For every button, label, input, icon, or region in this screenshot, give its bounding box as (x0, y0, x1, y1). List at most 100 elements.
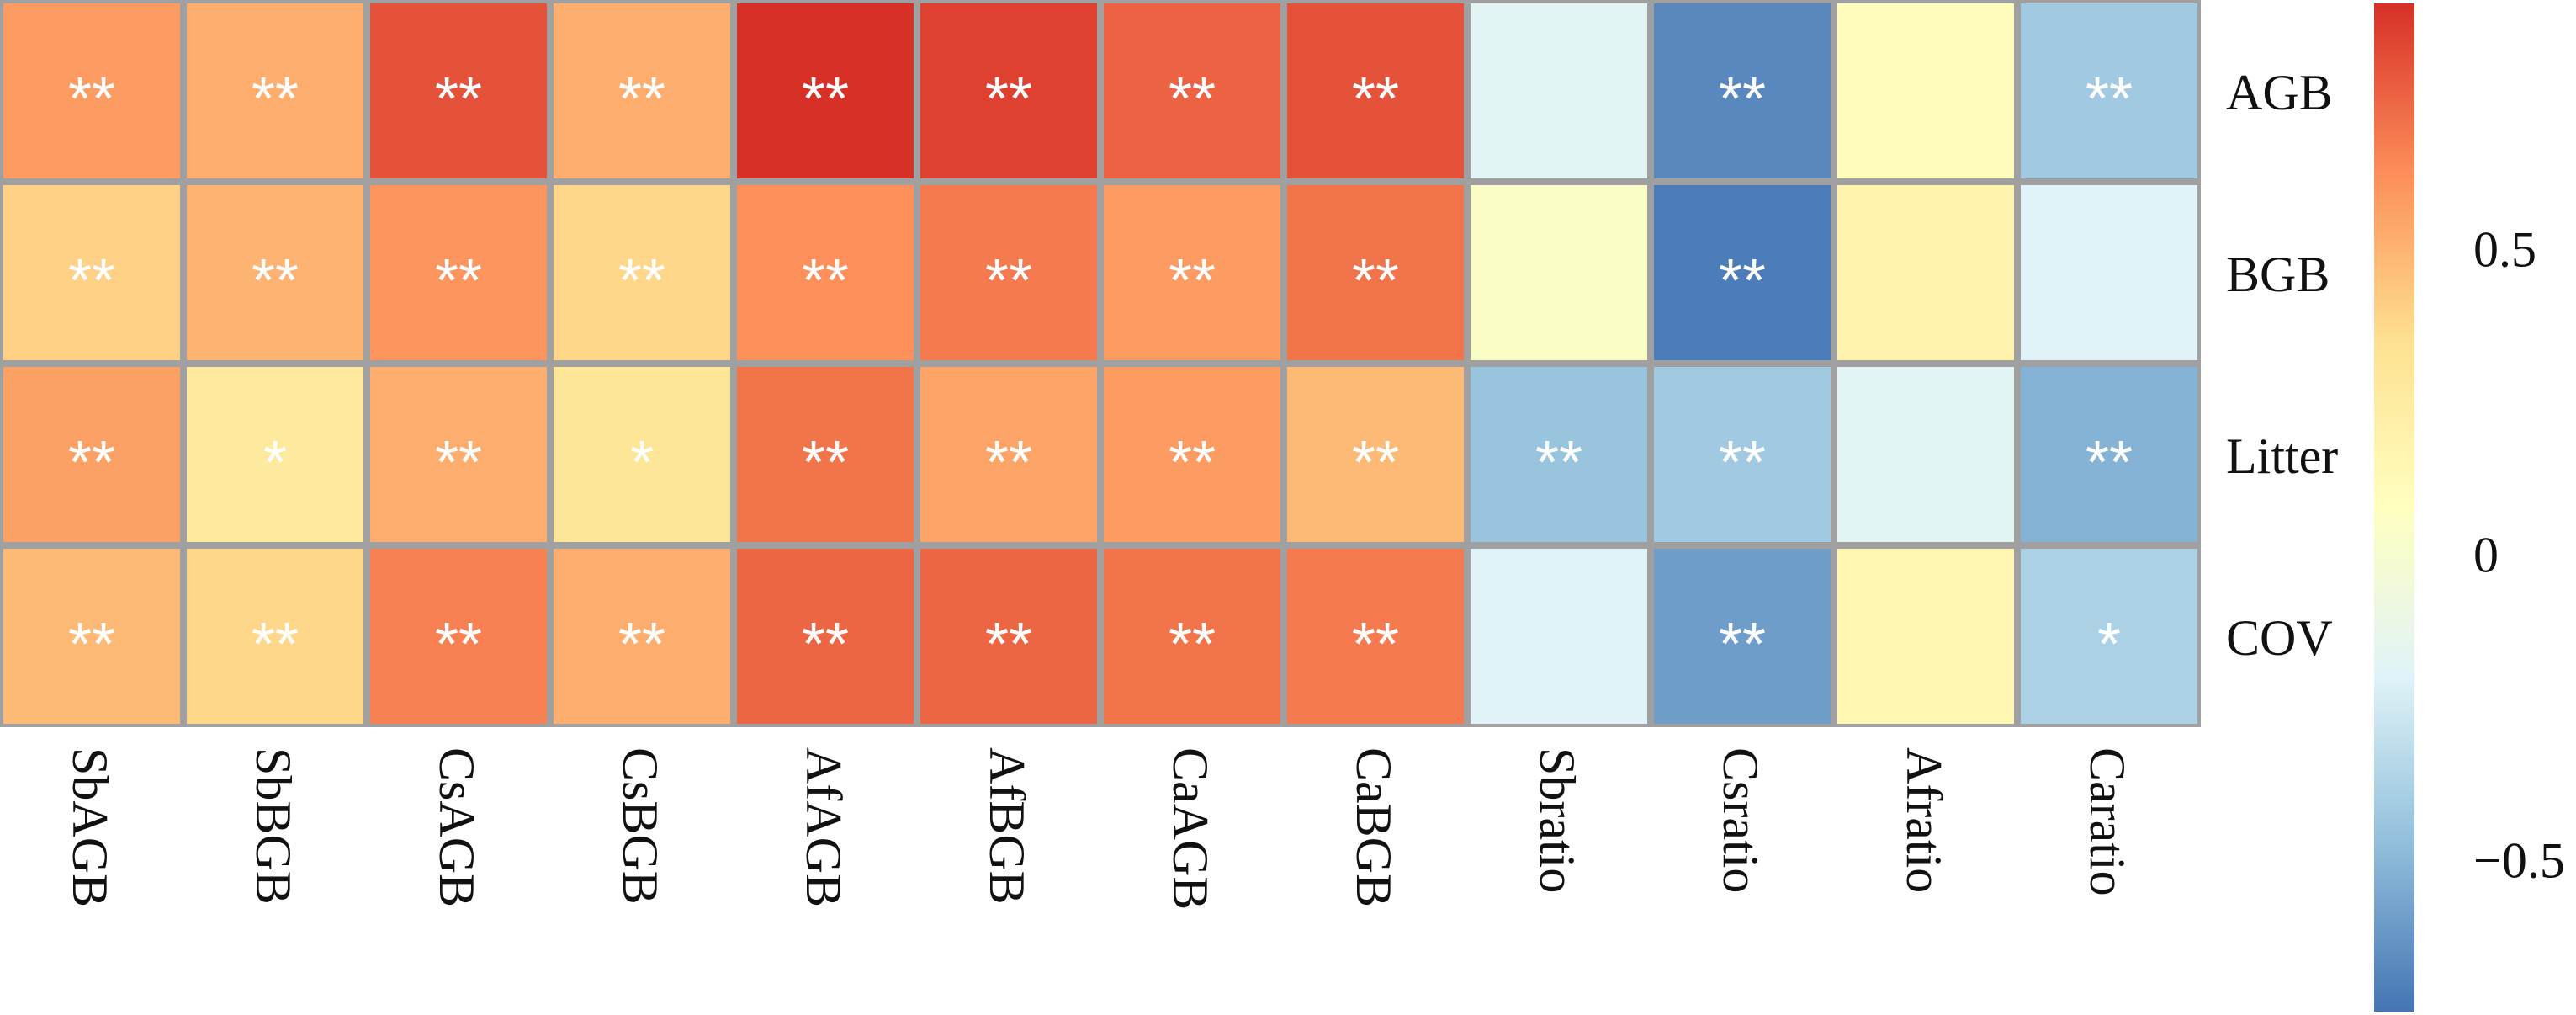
heatmap-cell-cov-csbgb (550, 545, 734, 727)
column-label-afbgb: AfBGB (979, 747, 1035, 905)
column-label-sbratio: Sbratio (1529, 747, 1585, 893)
heatmap-cell-agb-caratio (2017, 0, 2201, 182)
significance-mark: ** (1719, 247, 1766, 315)
significance-mark: ** (1169, 429, 1216, 497)
column-label-cabgb: CaBGB (1346, 747, 1402, 907)
significance-mark: ** (68, 429, 115, 497)
colorbar-tick-label: 0.5 (2473, 221, 2536, 277)
heatmap-cell-cov-sbbgb (183, 545, 367, 727)
heatmap-cell-bgb-sbratio (1467, 182, 1651, 364)
heatmap-cell-bgb-csratio (1651, 182, 1834, 364)
significance-mark: ** (2086, 66, 2133, 133)
heatmap-cell-cov-caagb (1100, 545, 1284, 727)
column-label-csratio: Csratio (1713, 747, 1768, 893)
heatmap-cell-litter-afbgb (917, 364, 1100, 545)
heatmap-cell-bgb-csbgb (550, 182, 734, 364)
heatmap-cell-cov-afbgb (917, 545, 1100, 727)
heatmap-cell-agb-csbgb (550, 0, 734, 182)
significance-mark: ** (985, 247, 1032, 315)
heatmap-cell-litter-afratio (1834, 364, 2017, 545)
significance-mark: ** (435, 247, 482, 315)
significance-mark: * (2097, 611, 2121, 678)
heatmap-cell-agb-afratio (1834, 0, 2017, 182)
row-label-bgb: BGB (2226, 247, 2330, 302)
column-label-csagb: CsAGB (429, 747, 485, 907)
heatmap-cell-litter-caagb (1100, 364, 1284, 545)
significance-mark: ** (435, 429, 482, 497)
significance-mark: ** (68, 611, 115, 678)
heatmap-cell-agb-csratio (1651, 0, 1834, 182)
heatmap-cell-bgb-afbgb (917, 182, 1100, 364)
heatmap-cell-litter-csagb (367, 364, 550, 545)
heatmap-cell-agb-sbbgb (183, 0, 367, 182)
heatmap-cell-bgb-csagb (367, 182, 550, 364)
row-label-litter: Litter (2226, 428, 2338, 484)
significance-mark: ** (1719, 611, 1766, 678)
significance-mark: ** (2086, 429, 2133, 497)
significance-mark: ** (68, 247, 115, 315)
significance-mark: ** (1169, 247, 1216, 315)
heatmap-cells (0, 0, 2201, 727)
significance-mark: ** (802, 247, 849, 315)
significance-mark: ** (985, 66, 1032, 133)
significance-mark: ** (1535, 429, 1582, 497)
significance-mark: ** (435, 66, 482, 133)
heatmap-cell-agb-csagb (367, 0, 550, 182)
significance-mark: ** (1352, 429, 1399, 497)
significance-mark: ** (802, 66, 849, 133)
significance-mark: ** (68, 66, 115, 133)
significance-mark: ** (1719, 66, 1766, 133)
colorbar-gradient (2374, 3, 2414, 1012)
heatmap-cell-bgb-caratio (2017, 182, 2201, 364)
row-label-agb: AGB (2226, 65, 2333, 120)
heatmap-cell-agb-caagb (1100, 0, 1284, 182)
column-label-afagb: AfAGB (796, 747, 851, 907)
column-label-sbagb: SbAGB (62, 747, 118, 907)
heatmap-cell-litter-caratio (2017, 364, 2201, 545)
heatmap-cell-agb-cabgb (1284, 0, 1467, 182)
significance-mark: ** (252, 66, 299, 133)
heatmap-cell-litter-sbbgb (183, 364, 367, 545)
colorbar-tick-label: 0 (2473, 527, 2499, 582)
significance-mark: ** (985, 429, 1032, 497)
significance-marks: ** ** ** ** ** ** ** ** ** **** ** ** ** ** ** ** ** ****… (68, 66, 2133, 678)
heatmap-cell-cov-csagb (367, 545, 550, 727)
heatmap-cell-litter-afagb (734, 364, 917, 545)
column-label-csbgb: CsBGB (612, 747, 668, 905)
column-labels: SbAGB SbBGB CsAGB CsBGB AfAGB AfBGB CaAGB CaBGB… (62, 747, 2135, 910)
heatmap-cell-agb-afbgb (917, 0, 1100, 182)
heatmap-cell-cov-sbagb (0, 545, 183, 727)
row-label-cov: COV (2226, 610, 2333, 666)
heatmap-cell-cov-sbratio (1467, 545, 1651, 727)
heatmap-cell-litter-cabgb (1284, 364, 1467, 545)
heatmap-cell-bgb-cabgb (1284, 182, 1467, 364)
column-label-caagb: CaAGB (1163, 747, 1218, 910)
heatmap-cell-agb-sbratio (1467, 0, 1651, 182)
colorbar: 0.5 0 −0.5 (2374, 3, 2565, 1012)
significance-mark: ** (618, 611, 665, 678)
heatmap-cell-cov-csratio (1651, 545, 1834, 727)
heatmap-cell-bgb-sbbgb (183, 182, 367, 364)
heatmap-cell-bgb-afagb (734, 182, 917, 364)
significance-mark: ** (618, 66, 665, 133)
heatmap-cell-cov-caratio (2017, 545, 2201, 727)
heatmap-cell-cov-cabgb (1284, 545, 1467, 727)
significance-mark: ** (1169, 66, 1216, 133)
heatmap-cell-bgb-sbagb (0, 182, 183, 364)
significance-mark: ** (1169, 611, 1216, 678)
colorbar-tick-label: −0.5 (2473, 832, 2565, 888)
heatmap-cell-bgb-caagb (1100, 182, 1284, 364)
heatmap-cell-litter-sbratio (1467, 364, 1651, 545)
heatmap-cell-litter-csbgb (550, 364, 734, 545)
significance-mark: * (263, 429, 287, 497)
heatmap-cell-agb-sbagb (0, 0, 183, 182)
significance-mark: ** (1352, 611, 1399, 678)
significance-mark: ** (802, 611, 849, 678)
heatmap-cell-bgb-afratio (1834, 182, 2017, 364)
significance-mark: ** (252, 247, 299, 315)
column-label-caratio: Caratio (2080, 747, 2135, 896)
heatmap-cell-agb-afagb (734, 0, 917, 182)
significance-mark: ** (618, 247, 665, 315)
heatmap-cell-cov-afratio (1834, 545, 2017, 727)
